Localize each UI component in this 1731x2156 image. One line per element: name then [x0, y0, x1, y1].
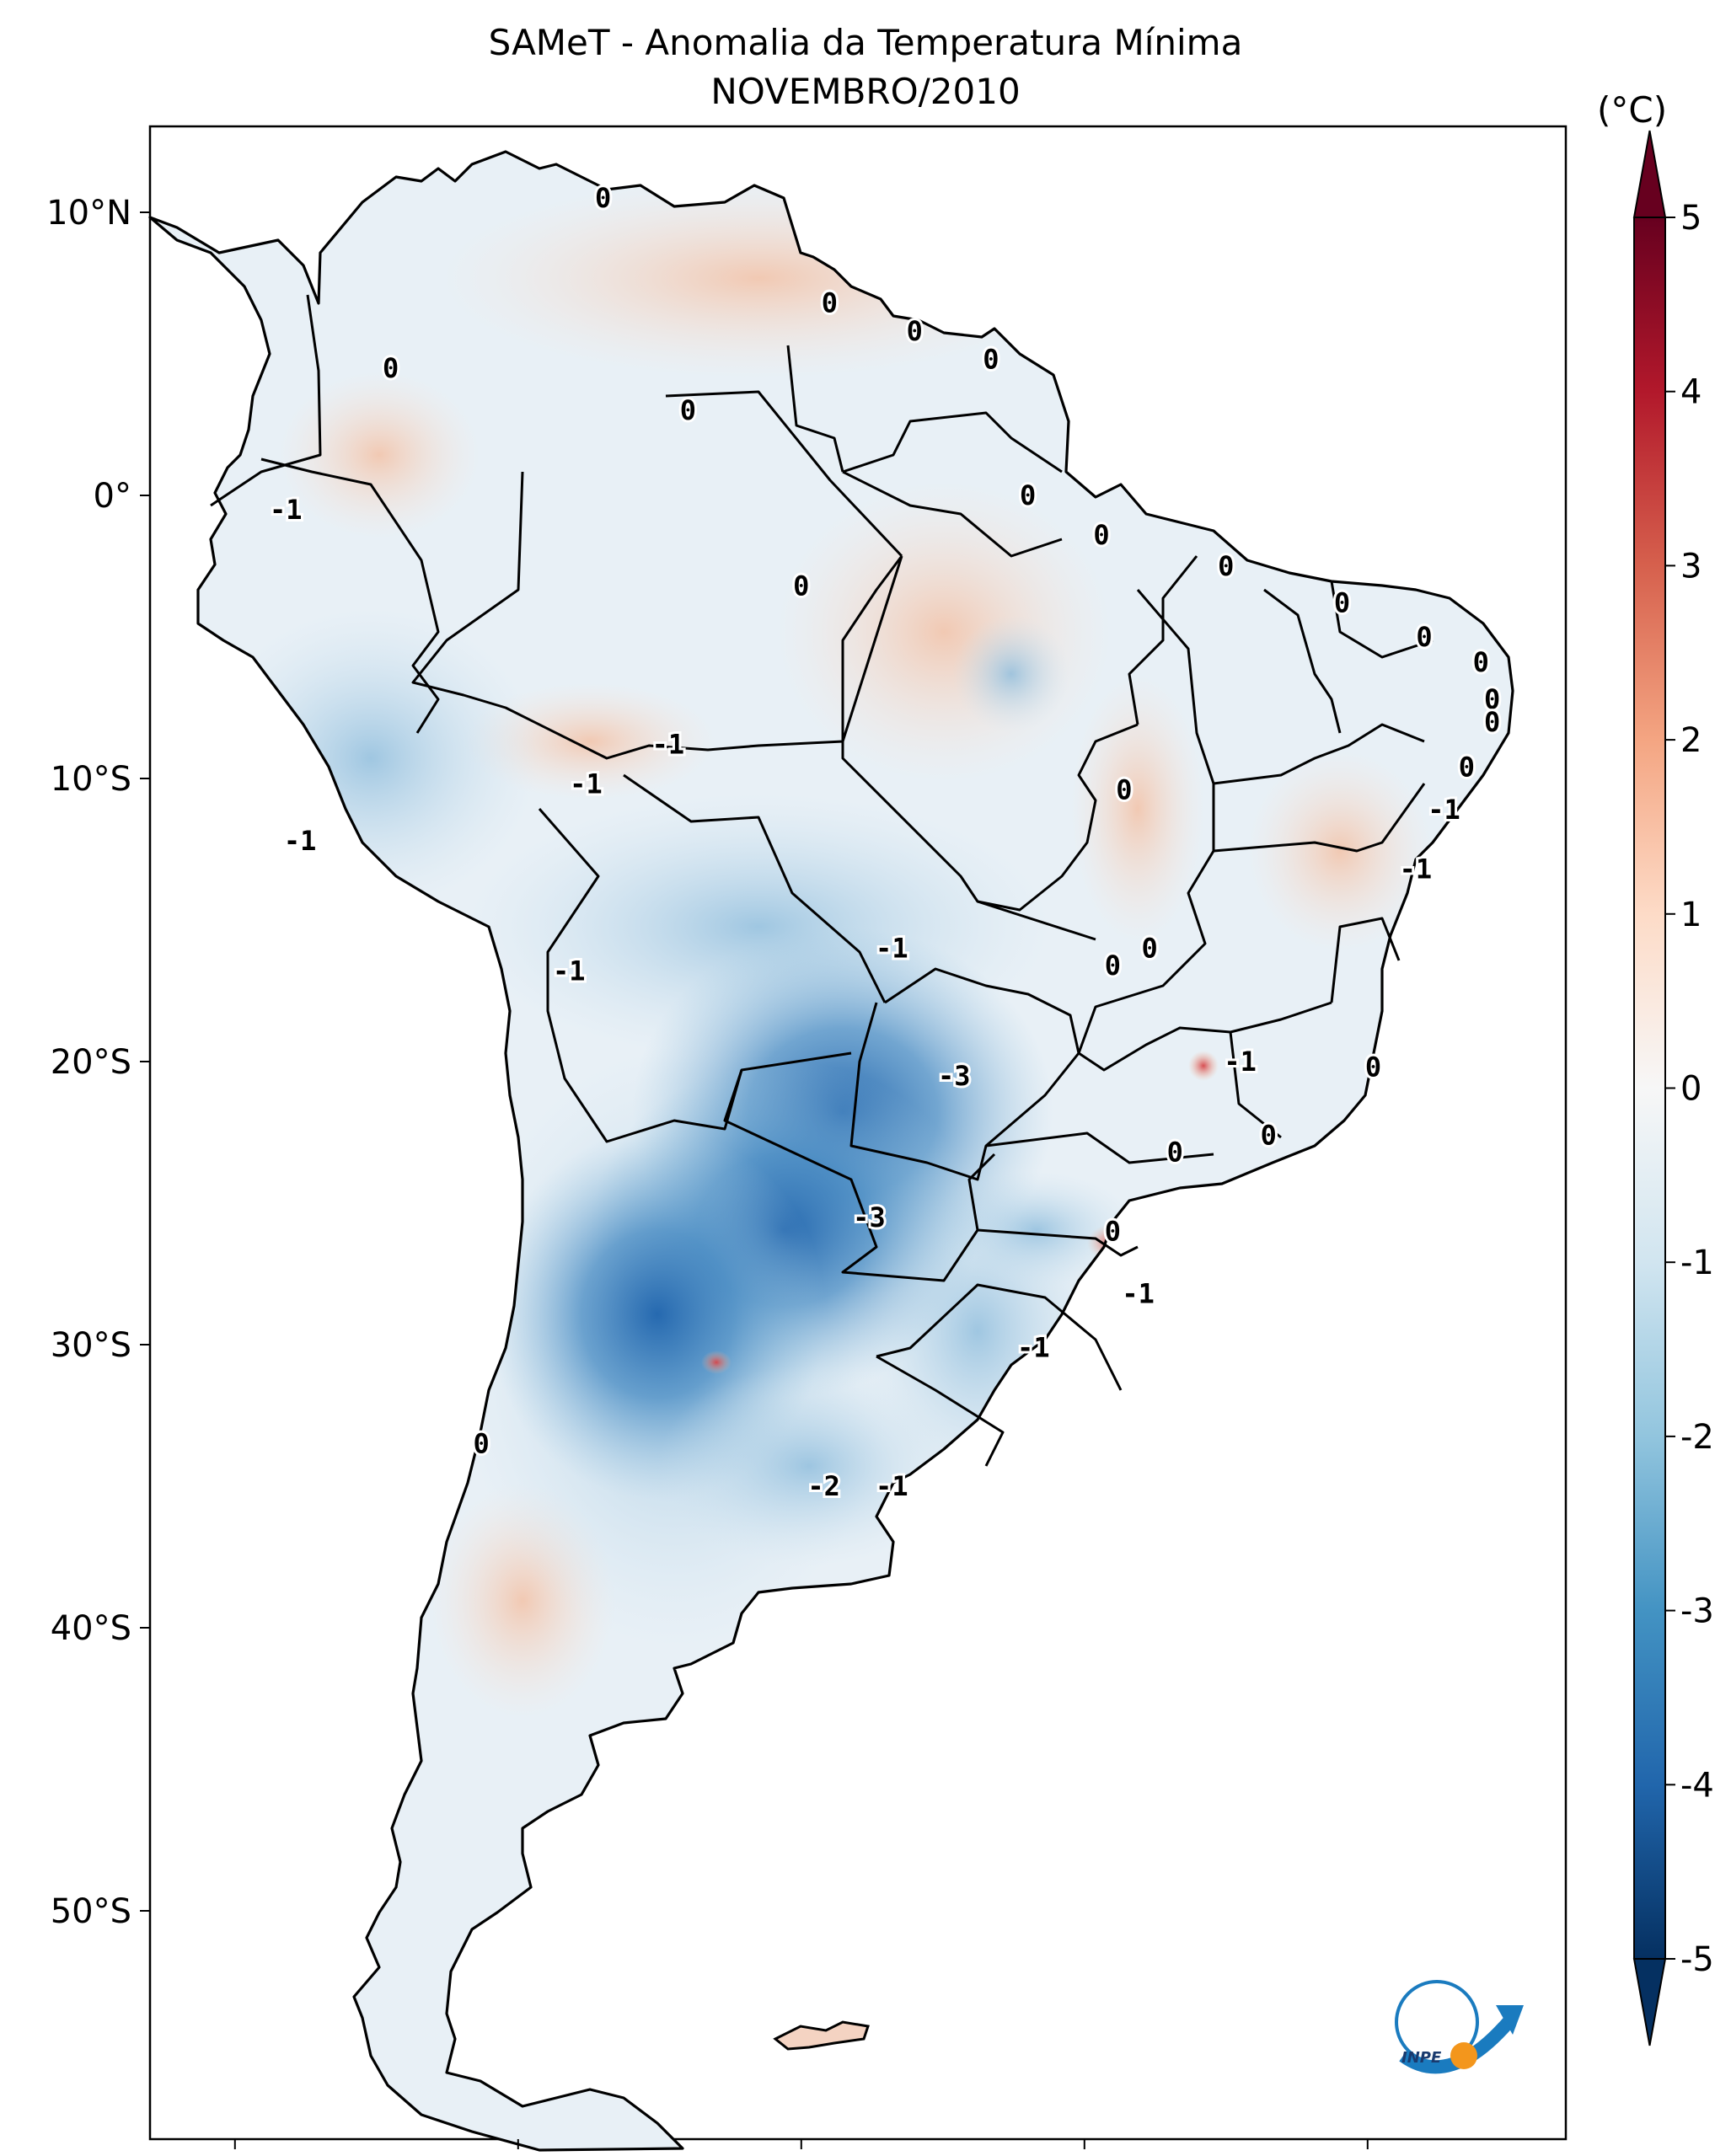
svg-text:INPE: INPE [1401, 2049, 1442, 2067]
falkland-islands [773, 2020, 870, 2051]
colorbar: 5 4 3 2 1 0 -1 -2 -3 -4 -5 [1632, 130, 1714, 2046]
contour-label: 0 [793, 570, 809, 602]
contour-label: 0 [1484, 706, 1500, 738]
y-tick-label: 30°S [51, 1326, 131, 1365]
colorbar-unit-label: (°C) [1597, 89, 1668, 131]
contour-label: 0 [1459, 752, 1475, 784]
contour-label: 0 [983, 344, 999, 376]
political-borders [210, 294, 1434, 1467]
y-tick-label: 40°S [51, 1609, 131, 1648]
contour-label: -1 [652, 729, 685, 761]
colorbar-tick-label: -1 [1680, 1244, 1714, 1282]
contour-label: -1 [1122, 1278, 1155, 1310]
contour-label: 0 [1116, 773, 1132, 805]
y-tick-label: 10°S [51, 760, 131, 799]
contour-label: 0 [1105, 950, 1121, 982]
colorbar-tick-label: -3 [1680, 1592, 1714, 1631]
chart-title: SAMeT - Anomalia da Temperatura Mínima [488, 22, 1243, 63]
contour-label: 0 [473, 1428, 489, 1460]
contour-label: 0 [383, 352, 399, 384]
contour-label: -1 [1017, 1331, 1050, 1363]
contour-label: 0 [1473, 646, 1489, 678]
contour-label: -3 [938, 1060, 971, 1092]
colorbar-tick-label: -5 [1680, 1940, 1714, 1979]
contour-label: -3 [853, 1201, 886, 1233]
contour-label: -2 [807, 1470, 840, 1502]
colorbar-min-extend [1632, 1958, 1667, 2046]
contour-label: -1 [270, 494, 303, 526]
contour-label: 0 [595, 182, 611, 214]
contour-label: 0 [1093, 519, 1109, 551]
contour-label: -1 [1400, 853, 1433, 885]
contour-label: 0 [1484, 683, 1500, 715]
contour-label: 0 [1141, 933, 1157, 965]
contour-label: 0 [1416, 621, 1432, 653]
y-tick-label: 20°S [51, 1043, 131, 1082]
contour-label: -1 [1224, 1046, 1257, 1078]
y-tick-label: 50°S [51, 1892, 131, 1931]
contour-label: 0 [1334, 587, 1350, 619]
contour-label: 0 [680, 394, 696, 426]
contour-label: -1 [553, 955, 586, 987]
contour-label: 0 [1365, 1051, 1381, 1083]
contour-label: -1 [284, 825, 317, 857]
contour-label: 0 [1218, 550, 1234, 582]
colorbar-tick-label: 5 [1680, 199, 1702, 238]
x-axis-ticks: 80°W70°W60°W50°W40°W [189, 2139, 1414, 2156]
colorbar-tick-label: 3 [1680, 547, 1702, 586]
colorbar-tick-label: 2 [1680, 721, 1702, 760]
contour-label: -1 [876, 933, 908, 965]
y-tick-label: 0° [94, 477, 131, 516]
colorbar-tick-label: 1 [1680, 896, 1702, 934]
chart-subtitle: NOVEMBRO/2010 [710, 71, 1021, 112]
inpe-logo: INPE [1395, 1980, 1524, 2074]
contour-label: -1 [876, 1470, 908, 1502]
contour-label: -1 [1428, 794, 1460, 826]
colorbar-max-extend [1632, 130, 1667, 218]
contour-label: 0 [907, 315, 923, 347]
contour-label: 0 [1261, 1119, 1277, 1151]
contour-label: 0 [1020, 479, 1036, 511]
contour-label: -1 [570, 768, 603, 800]
colorbar-tick-label: -4 [1680, 1766, 1714, 1805]
contour-label: 0 [1105, 1216, 1121, 1248]
y-tick-label: 10°N [46, 194, 131, 233]
y-axis-ticks: 10°N 0° 10°S 20°S 30°S 40°S 50°S [46, 194, 150, 1931]
contour-labels: 000000000000000000000000-1-1-1-1-1-1-1-1… [267, 179, 1503, 1505]
contour-label: 0 [822, 287, 838, 319]
contour-label: 0 [1167, 1137, 1183, 1169]
colorbar-tick-label: 4 [1680, 373, 1702, 412]
colorbar-tick-label: 0 [1680, 1070, 1702, 1109]
colorbar-tick-label: -2 [1680, 1418, 1714, 1457]
